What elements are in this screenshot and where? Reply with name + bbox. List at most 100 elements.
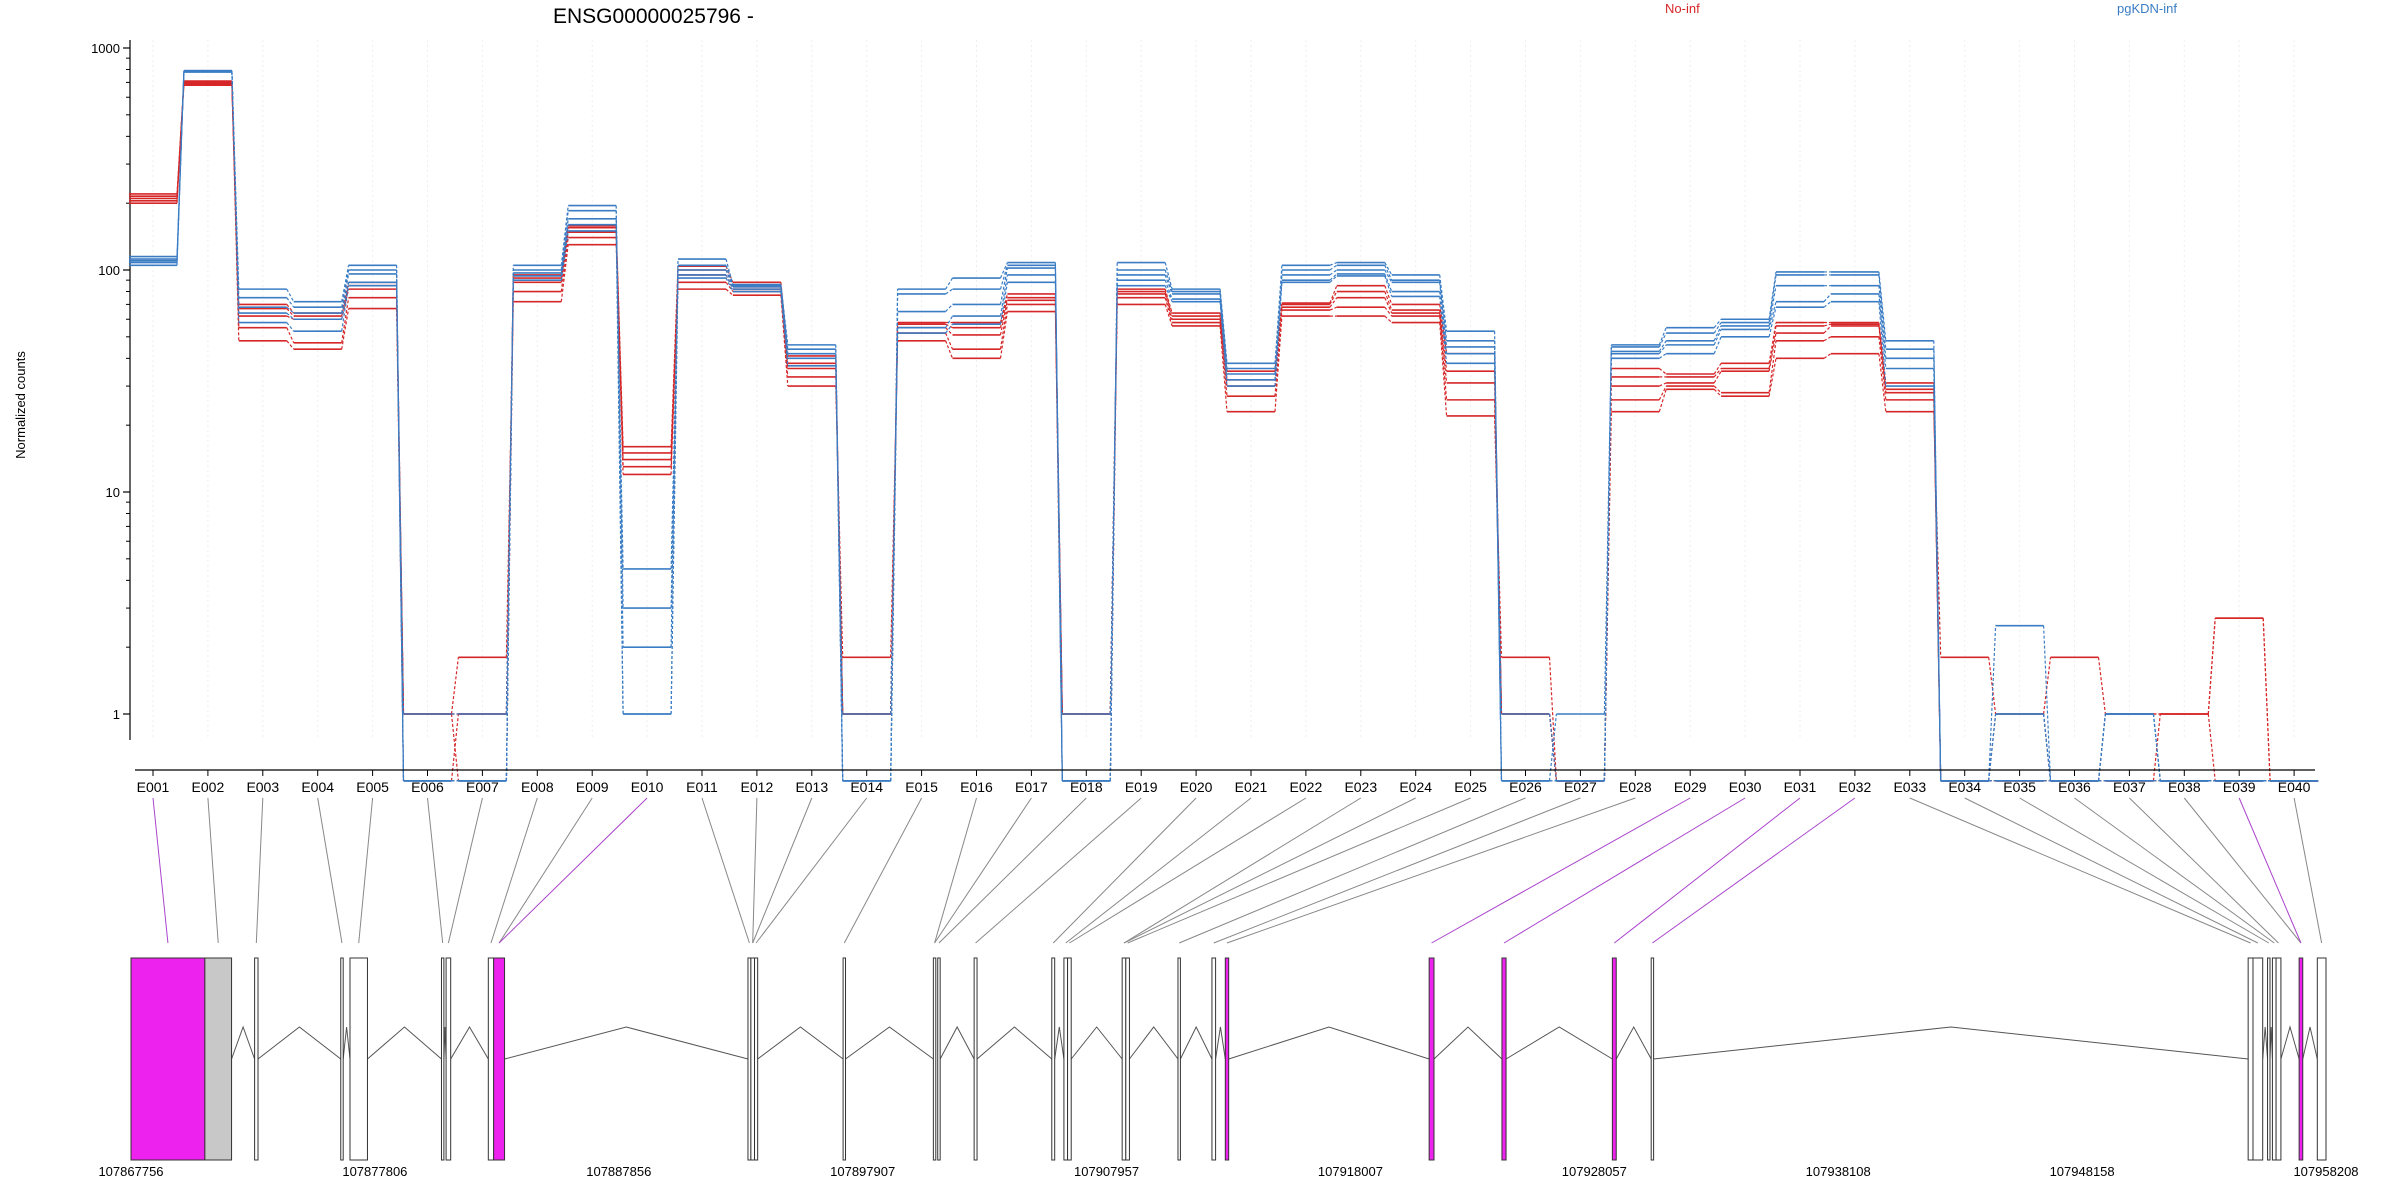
connector xyxy=(2183,797,2302,944)
series-connector xyxy=(286,288,295,302)
intron xyxy=(367,1026,442,1060)
series-connector xyxy=(2262,618,2271,781)
series-connector xyxy=(1439,274,1448,332)
series-connector xyxy=(1548,657,1557,781)
series-connector xyxy=(1658,389,1667,412)
series-connector xyxy=(1768,358,1777,397)
connector xyxy=(1964,797,2259,944)
series-connector xyxy=(1329,273,1338,281)
series-connector xyxy=(1329,264,1338,271)
series-connector xyxy=(1384,285,1393,305)
intron xyxy=(1433,1026,1503,1060)
connector-significant xyxy=(1613,797,1801,944)
series-line xyxy=(129,80,2319,782)
series-connector xyxy=(1384,291,1393,311)
series-connector xyxy=(1329,297,1338,308)
series-connector xyxy=(505,280,514,715)
series-connector xyxy=(341,269,350,308)
connector xyxy=(2074,797,2275,944)
intron xyxy=(1228,1026,1430,1060)
exon xyxy=(2252,957,2264,1161)
series-connector xyxy=(945,327,953,336)
x-axis: E001 E002 E003 E004 E005 E006 E007 E008 E009 E010… xyxy=(135,769,2315,795)
series-connector xyxy=(2043,657,2052,715)
exon-significant xyxy=(493,957,506,1161)
x-tick-label: E019 xyxy=(1125,779,1158,795)
intron xyxy=(1054,1026,1065,1060)
series-connector xyxy=(1768,322,1777,364)
series-connector xyxy=(1164,293,1173,320)
series-connector xyxy=(1274,316,1283,412)
intron xyxy=(231,1025,256,1060)
series-connector xyxy=(1384,275,1393,297)
connector xyxy=(2293,797,2323,944)
series-connector xyxy=(286,297,295,308)
series-connector xyxy=(1384,297,1393,314)
series-connector xyxy=(341,265,350,302)
coordinate-label: 107907957 xyxy=(1074,1164,1139,1179)
series-connector xyxy=(725,265,734,286)
connector-significant xyxy=(498,797,648,944)
connector xyxy=(255,797,264,944)
series-connector xyxy=(945,288,953,295)
series-connector xyxy=(1384,265,1393,281)
series-connector xyxy=(1713,388,1722,397)
connector xyxy=(207,797,219,944)
series-connector xyxy=(725,265,734,283)
legend-pgkdn-inf: pgKDN-inf xyxy=(2117,1,2177,16)
exon xyxy=(1067,957,1072,1161)
series-connector xyxy=(1439,304,1448,354)
connector-significant xyxy=(1431,797,1691,944)
x-tick-label: E014 xyxy=(850,779,883,795)
connector xyxy=(317,797,343,944)
y-tick-label: 1 xyxy=(113,707,120,722)
connector xyxy=(1178,797,1526,944)
genomic-coordinates: 107867756 107877806 107887856 107897907 1079… xyxy=(98,1164,2358,1179)
exon-significant xyxy=(1611,957,1617,1161)
series-connector xyxy=(725,269,734,288)
series-connector xyxy=(1768,274,1777,323)
series-connector xyxy=(1329,285,1338,304)
connector xyxy=(427,797,444,944)
x-tick-label: E037 xyxy=(2113,779,2146,795)
series-connector xyxy=(1933,386,1942,781)
series-connector xyxy=(1164,304,1173,327)
x-tick-label: E009 xyxy=(576,779,609,795)
x-tick-label: E002 xyxy=(192,779,225,795)
exon xyxy=(1063,957,1069,1161)
series-connector xyxy=(1494,363,1503,715)
coordinate-label: 107958208 xyxy=(2293,1164,2358,1179)
series-connector xyxy=(450,657,459,715)
series-connector xyxy=(396,282,405,781)
series-connector xyxy=(560,237,569,292)
series-connector xyxy=(999,262,1008,279)
series-connector xyxy=(999,300,1008,336)
series-connector xyxy=(1219,301,1228,387)
x-tick-label: E018 xyxy=(1070,779,1103,795)
series-connector xyxy=(1713,336,1722,354)
series-connector xyxy=(560,205,569,266)
x-tick-label: E040 xyxy=(2278,779,2311,795)
series-connector xyxy=(615,230,624,715)
legend-no-inf: No-inf xyxy=(1665,1,1700,16)
series-connector xyxy=(1439,312,1448,383)
y-tick-label: 100 xyxy=(98,263,120,278)
exon xyxy=(2275,957,2282,1161)
x-tick-label: E005 xyxy=(356,779,389,795)
exon xyxy=(487,957,495,1161)
series-connector xyxy=(1384,315,1393,323)
series-connector xyxy=(1768,307,1777,337)
intron xyxy=(1615,1025,1652,1060)
connector xyxy=(1909,797,2251,944)
series-connector xyxy=(1988,625,1997,781)
exon xyxy=(204,957,233,1161)
x-tick-label: E039 xyxy=(2223,779,2256,795)
series-connector xyxy=(1878,293,1887,369)
series-connector xyxy=(1713,370,1722,384)
series-connector xyxy=(1878,285,1887,359)
exon xyxy=(1125,957,1130,1161)
series-connector xyxy=(1878,271,1887,341)
series-connector xyxy=(1274,282,1283,387)
connector xyxy=(1123,797,1416,944)
series-connector xyxy=(1164,262,1173,290)
